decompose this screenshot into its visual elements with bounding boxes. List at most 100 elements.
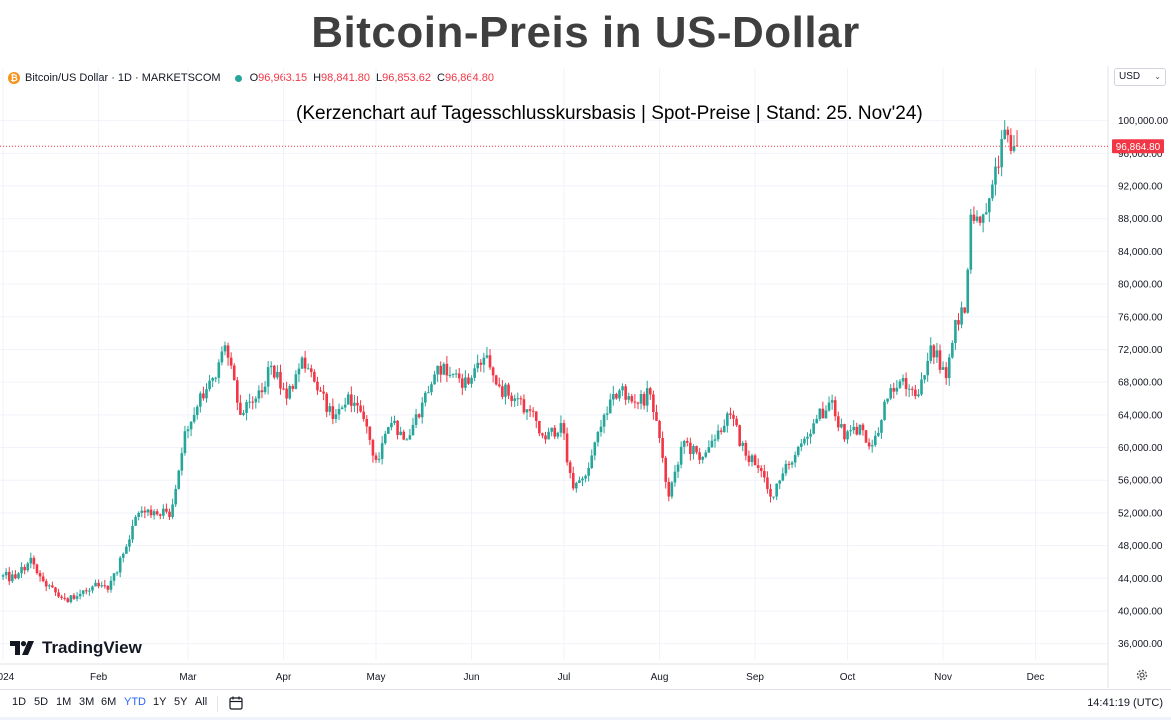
candle-body: [818, 408, 822, 419]
gear-icon[interactable]: [1135, 668, 1149, 682]
candle-body: [266, 367, 270, 387]
candle: [673, 465, 677, 487]
candle-body: [390, 423, 393, 428]
candle-body: [914, 389, 917, 397]
candle-body: [408, 435, 412, 440]
candle: [328, 402, 332, 416]
range-button-5y[interactable]: 5Y: [174, 696, 188, 708]
candle: [112, 572, 116, 586]
market-status-dot: [234, 74, 242, 82]
candle-body: [365, 418, 369, 427]
candle-body: [944, 367, 948, 379]
candle: [239, 394, 242, 416]
candle: [679, 441, 683, 469]
candle-body: [692, 446, 695, 454]
utc-clock[interactable]: 14:41:19 (UTC): [1087, 697, 1163, 709]
candle-body: [960, 307, 963, 325]
candle: [827, 396, 831, 412]
candle-body: [541, 433, 544, 436]
range-button-5d[interactable]: 5D: [34, 696, 49, 708]
candle-body: [966, 269, 970, 313]
candle-body: [504, 384, 507, 397]
candle: [491, 366, 495, 383]
tradingview-logo[interactable]: TradingView: [10, 638, 142, 658]
candle: [309, 364, 313, 378]
candle-body: [84, 590, 88, 592]
range-button-6m[interactable]: 6M: [101, 696, 117, 708]
symbol-legend: ₿ Bitcoin/US Dollar · 1D · MARKETSCOM O9…: [8, 70, 500, 86]
candle: [420, 397, 424, 424]
candle-body: [152, 511, 156, 516]
x-tick-label: Jun: [463, 672, 479, 683]
candle: [716, 424, 720, 442]
candle: [353, 394, 356, 413]
range-button-3m[interactable]: 3M: [79, 696, 95, 708]
range-button-ytd[interactable]: YTD: [124, 696, 146, 708]
candle-body: [75, 596, 79, 599]
candle-body: [800, 443, 803, 447]
candle: [538, 420, 541, 437]
candle-body: [106, 585, 110, 590]
candle-body: [722, 425, 726, 432]
range-button-all[interactable]: All: [195, 696, 208, 708]
candle-body: [796, 446, 800, 456]
candle: [232, 363, 236, 381]
candle-body: [180, 453, 184, 471]
candle: [676, 461, 680, 478]
candle-body: [313, 371, 316, 382]
range-button-1y[interactable]: 1Y: [153, 696, 167, 708]
currency-select[interactable]: USD ⌄: [1114, 68, 1166, 86]
candle: [100, 581, 104, 588]
candle-body: [1000, 139, 1003, 168]
candle: [408, 428, 412, 441]
candle-body: [513, 398, 516, 401]
candle: [763, 464, 766, 483]
candle-body: [23, 567, 26, 571]
candle: [272, 364, 276, 380]
candle-body: [405, 439, 409, 441]
candle-body: [756, 465, 760, 468]
candle: [590, 449, 594, 470]
candle-body: [781, 473, 785, 481]
candle: [399, 426, 402, 436]
candle: [870, 439, 874, 453]
candle-body: [328, 406, 332, 412]
candle: [633, 394, 637, 409]
symbol-name[interactable]: Bitcoin/US Dollar · 1D · MARKETSCOM: [25, 72, 221, 84]
candle-body: [309, 368, 313, 372]
candle: [14, 570, 17, 580]
candle: [575, 481, 578, 493]
candle: [636, 401, 640, 410]
candle-body: [975, 216, 979, 221]
candle: [26, 561, 30, 573]
candle: [473, 364, 476, 382]
candle: [836, 411, 840, 432]
candle-body: [189, 421, 193, 430]
candle-body: [867, 442, 871, 447]
candle-body: [125, 546, 128, 554]
range-button-1m[interactable]: 1M: [56, 696, 72, 708]
candlestick-chart[interactable]: 36,000.00 40,000.00 44,000.00 48,000.00 52,0…: [0, 0, 1171, 690]
candle-body: [334, 414, 338, 419]
candle-body: [612, 394, 615, 400]
candle-body: [362, 411, 365, 419]
last-price-badge: [1112, 139, 1164, 154]
candle: [541, 432, 544, 439]
candle-body: [54, 587, 57, 593]
candle-body: [729, 413, 732, 415]
candle-body: [676, 464, 680, 472]
candle: [254, 396, 258, 409]
candle-body: [849, 430, 852, 432]
candle: [618, 388, 621, 402]
candle: [562, 419, 566, 441]
candle: [528, 405, 532, 418]
candle: [128, 535, 131, 552]
candle: [803, 436, 806, 446]
candle-body: [306, 368, 310, 370]
candle: [41, 572, 45, 583]
ohlc-open: O96,963.15: [249, 72, 308, 84]
range-button-1d[interactable]: 1D: [12, 696, 27, 708]
candle: [522, 394, 526, 415]
candle-body: [861, 424, 865, 431]
calendar-icon[interactable]: [228, 695, 244, 711]
